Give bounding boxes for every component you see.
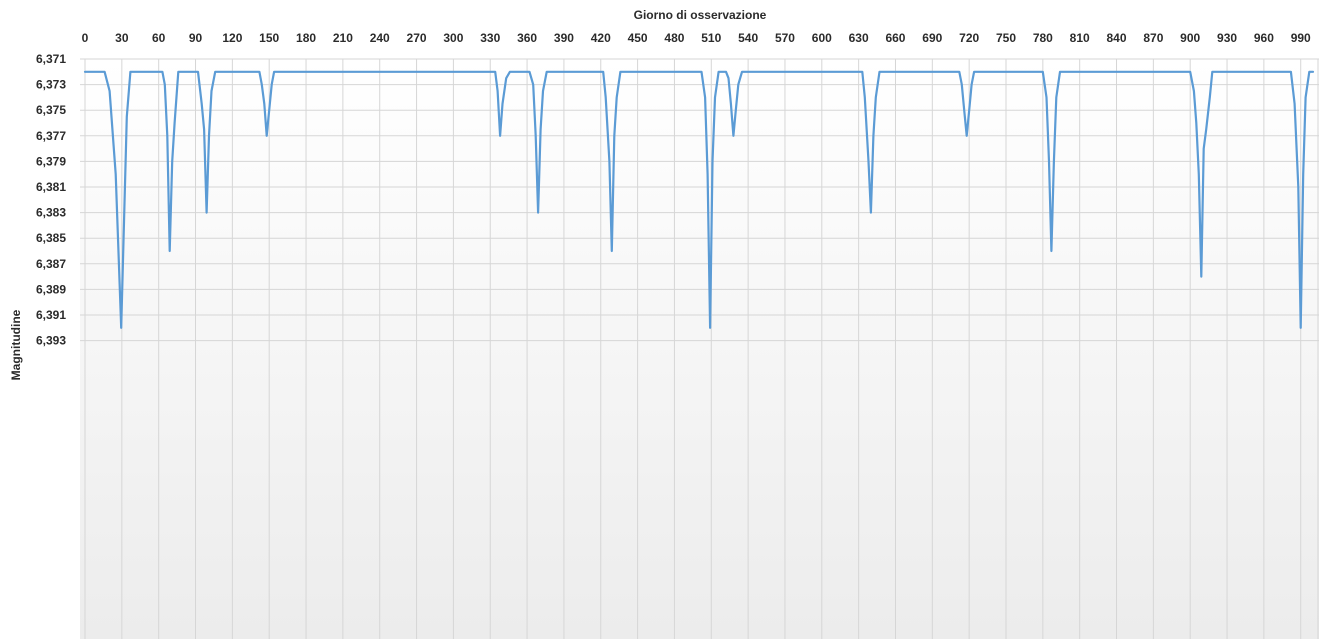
x-tick-label: 960: [1254, 31, 1274, 45]
x-tick-label: 420: [591, 31, 611, 45]
x-tick-label: 570: [775, 31, 795, 45]
x-tick-label: 600: [812, 31, 832, 45]
x-tick-label: 840: [1107, 31, 1127, 45]
y-tick-label: 6,379: [36, 154, 66, 168]
x-tick-label: 540: [738, 31, 758, 45]
x-tick-label: 330: [480, 31, 500, 45]
x-tick-label: 390: [554, 31, 574, 45]
x-tick-label: 690: [922, 31, 942, 45]
x-tick-label: 720: [959, 31, 979, 45]
plot-area: [80, 59, 1319, 639]
y-axis-ticks: 6,371 6,373 6,375 6,377 6,379 6,381 6,383 6,385…: [36, 52, 66, 348]
x-tick-label: 240: [370, 31, 390, 45]
x-tick-label: 780: [1033, 31, 1053, 45]
y-axis-title: Magnitudine: [9, 309, 23, 380]
x-tick-label: 180: [296, 31, 316, 45]
y-tick-label: 6,387: [36, 257, 66, 271]
y-tick-label: 6,385: [36, 231, 66, 245]
x-tick-label: 0: [82, 31, 89, 45]
x-tick-label: 930: [1217, 31, 1237, 45]
x-tick-label: 510: [701, 31, 721, 45]
series-line: [83, 70, 1315, 329]
x-tick-label: 210: [333, 31, 353, 45]
grid-lines: [80, 58, 1319, 639]
x-tick-label: 810: [1070, 31, 1090, 45]
y-tick-label: 6,373: [36, 78, 66, 92]
x-tick-label: 150: [259, 31, 279, 45]
x-tick-label: 660: [885, 31, 905, 45]
x-axis-ticks: 0 30 60 90 120 150 180 210 240 270 300 330 360 390 420…: [82, 31, 1311, 45]
y-tick-label: 6,389: [36, 282, 66, 296]
y-tick-label: 6,393: [36, 334, 66, 348]
x-tick-label: 120: [222, 31, 242, 45]
y-tick-label: 6,391: [36, 308, 66, 322]
x-tick-label: 450: [628, 31, 648, 45]
x-tick-label: 30: [115, 31, 129, 45]
x-tick-label: 990: [1291, 31, 1311, 45]
y-tick-label: 6,377: [36, 129, 66, 143]
x-tick-label: 60: [152, 31, 166, 45]
x-tick-label: 750: [996, 31, 1016, 45]
x-tick-label: 90: [189, 31, 203, 45]
y-tick-label: 6,381: [36, 180, 66, 194]
x-tick-label: 300: [443, 31, 463, 45]
x-tick-label: 900: [1180, 31, 1200, 45]
x-tick-label: 360: [517, 31, 537, 45]
x-tick-label: 870: [1143, 31, 1163, 45]
series-group: [83, 70, 1315, 329]
x-tick-label: 270: [407, 31, 427, 45]
y-tick-label: 6,371: [36, 52, 66, 66]
x-tick-label: 630: [849, 31, 869, 45]
y-tick-label: 6,375: [36, 103, 66, 117]
y-tick-label: 6,383: [36, 206, 66, 220]
x-tick-label: 480: [664, 31, 684, 45]
x-axis-title: Giorno di osservazione: [634, 8, 767, 22]
